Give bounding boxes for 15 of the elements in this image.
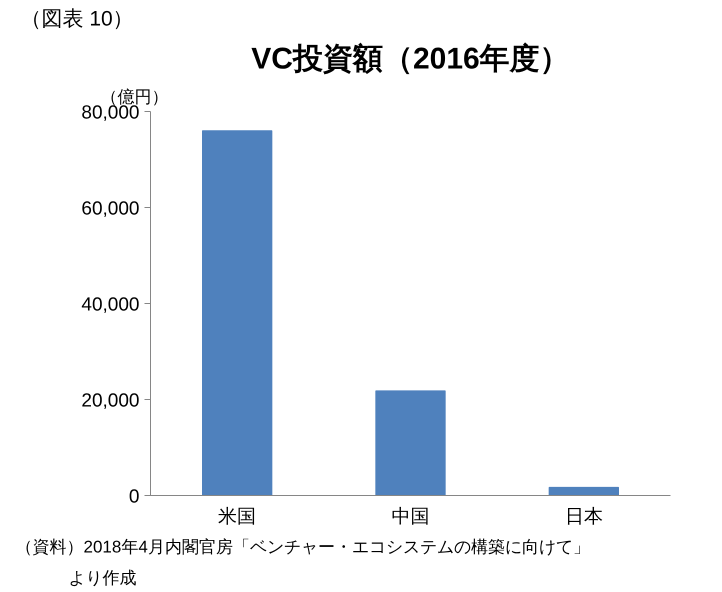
y-tick-label: 60,000 [81,198,140,220]
y-tick-label: 0 [128,486,140,508]
text: （図表 10） [20,8,134,30]
y-tick-label: 40,000 [81,294,140,316]
x-tick-label: 日本 [564,506,603,528]
x-tick-label: 米国 [218,506,256,528]
y-tick-label: 20,000 [81,390,140,412]
bar [375,390,446,496]
y-axis-title: （億円） [100,88,168,106]
bar [202,130,272,496]
chart-title: VC投資額（2016年度） [251,42,570,76]
x-tick-label: 中国 [392,506,430,528]
text: より作成 [68,568,136,588]
text: （資料）2018年4月内閣官房「ベンチャー・エコシステムの構築に向けて」 [16,538,590,556]
bar [548,486,619,496]
